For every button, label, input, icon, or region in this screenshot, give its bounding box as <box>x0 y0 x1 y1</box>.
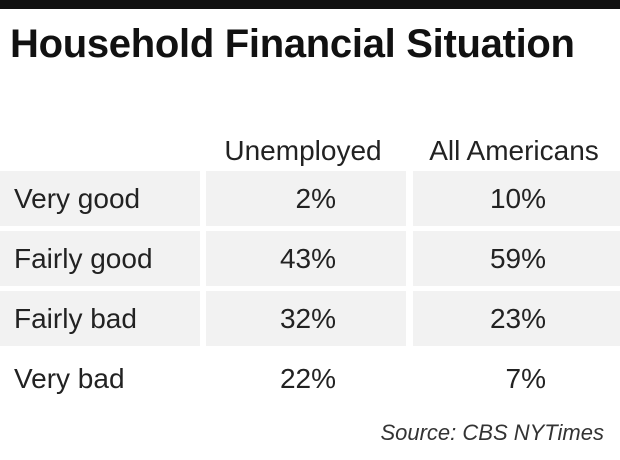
column-header-all-americans: All Americans <box>429 135 599 166</box>
top-rule <box>0 0 620 9</box>
cell-unemployed: 43% <box>206 231 406 286</box>
row-label: Very bad <box>14 363 125 394</box>
cell-all-americans: 7% <box>505 363 546 394</box>
row-label: Very good <box>0 171 200 226</box>
column-header-unemployed: Unemployed <box>224 135 382 166</box>
row-label: Fairly good <box>0 231 200 286</box>
cell-unemployed: 2% <box>206 171 406 226</box>
cell-all-americans: 10% <box>413 171 620 226</box>
cell-unemployed: 32% <box>206 291 406 346</box>
chart-title: Household Financial Situation <box>10 22 575 66</box>
cell-all-americans: 23% <box>413 291 620 346</box>
cell-unemployed: 22% <box>279 363 336 394</box>
table-row-fairly-good: Fairly good 43% 59% <box>0 231 620 286</box>
cell-all-americans: 59% <box>413 231 620 286</box>
table-row-very-bad: Very bad 22% 7% <box>0 351 620 406</box>
table-row-very-good: Very good 2% 10% <box>0 171 620 226</box>
source-note: Source: CBS NYTimes <box>380 420 604 445</box>
row-label: Fairly bad <box>0 291 200 346</box>
table-row-fairly-bad: Fairly bad 32% 23% <box>0 291 620 346</box>
